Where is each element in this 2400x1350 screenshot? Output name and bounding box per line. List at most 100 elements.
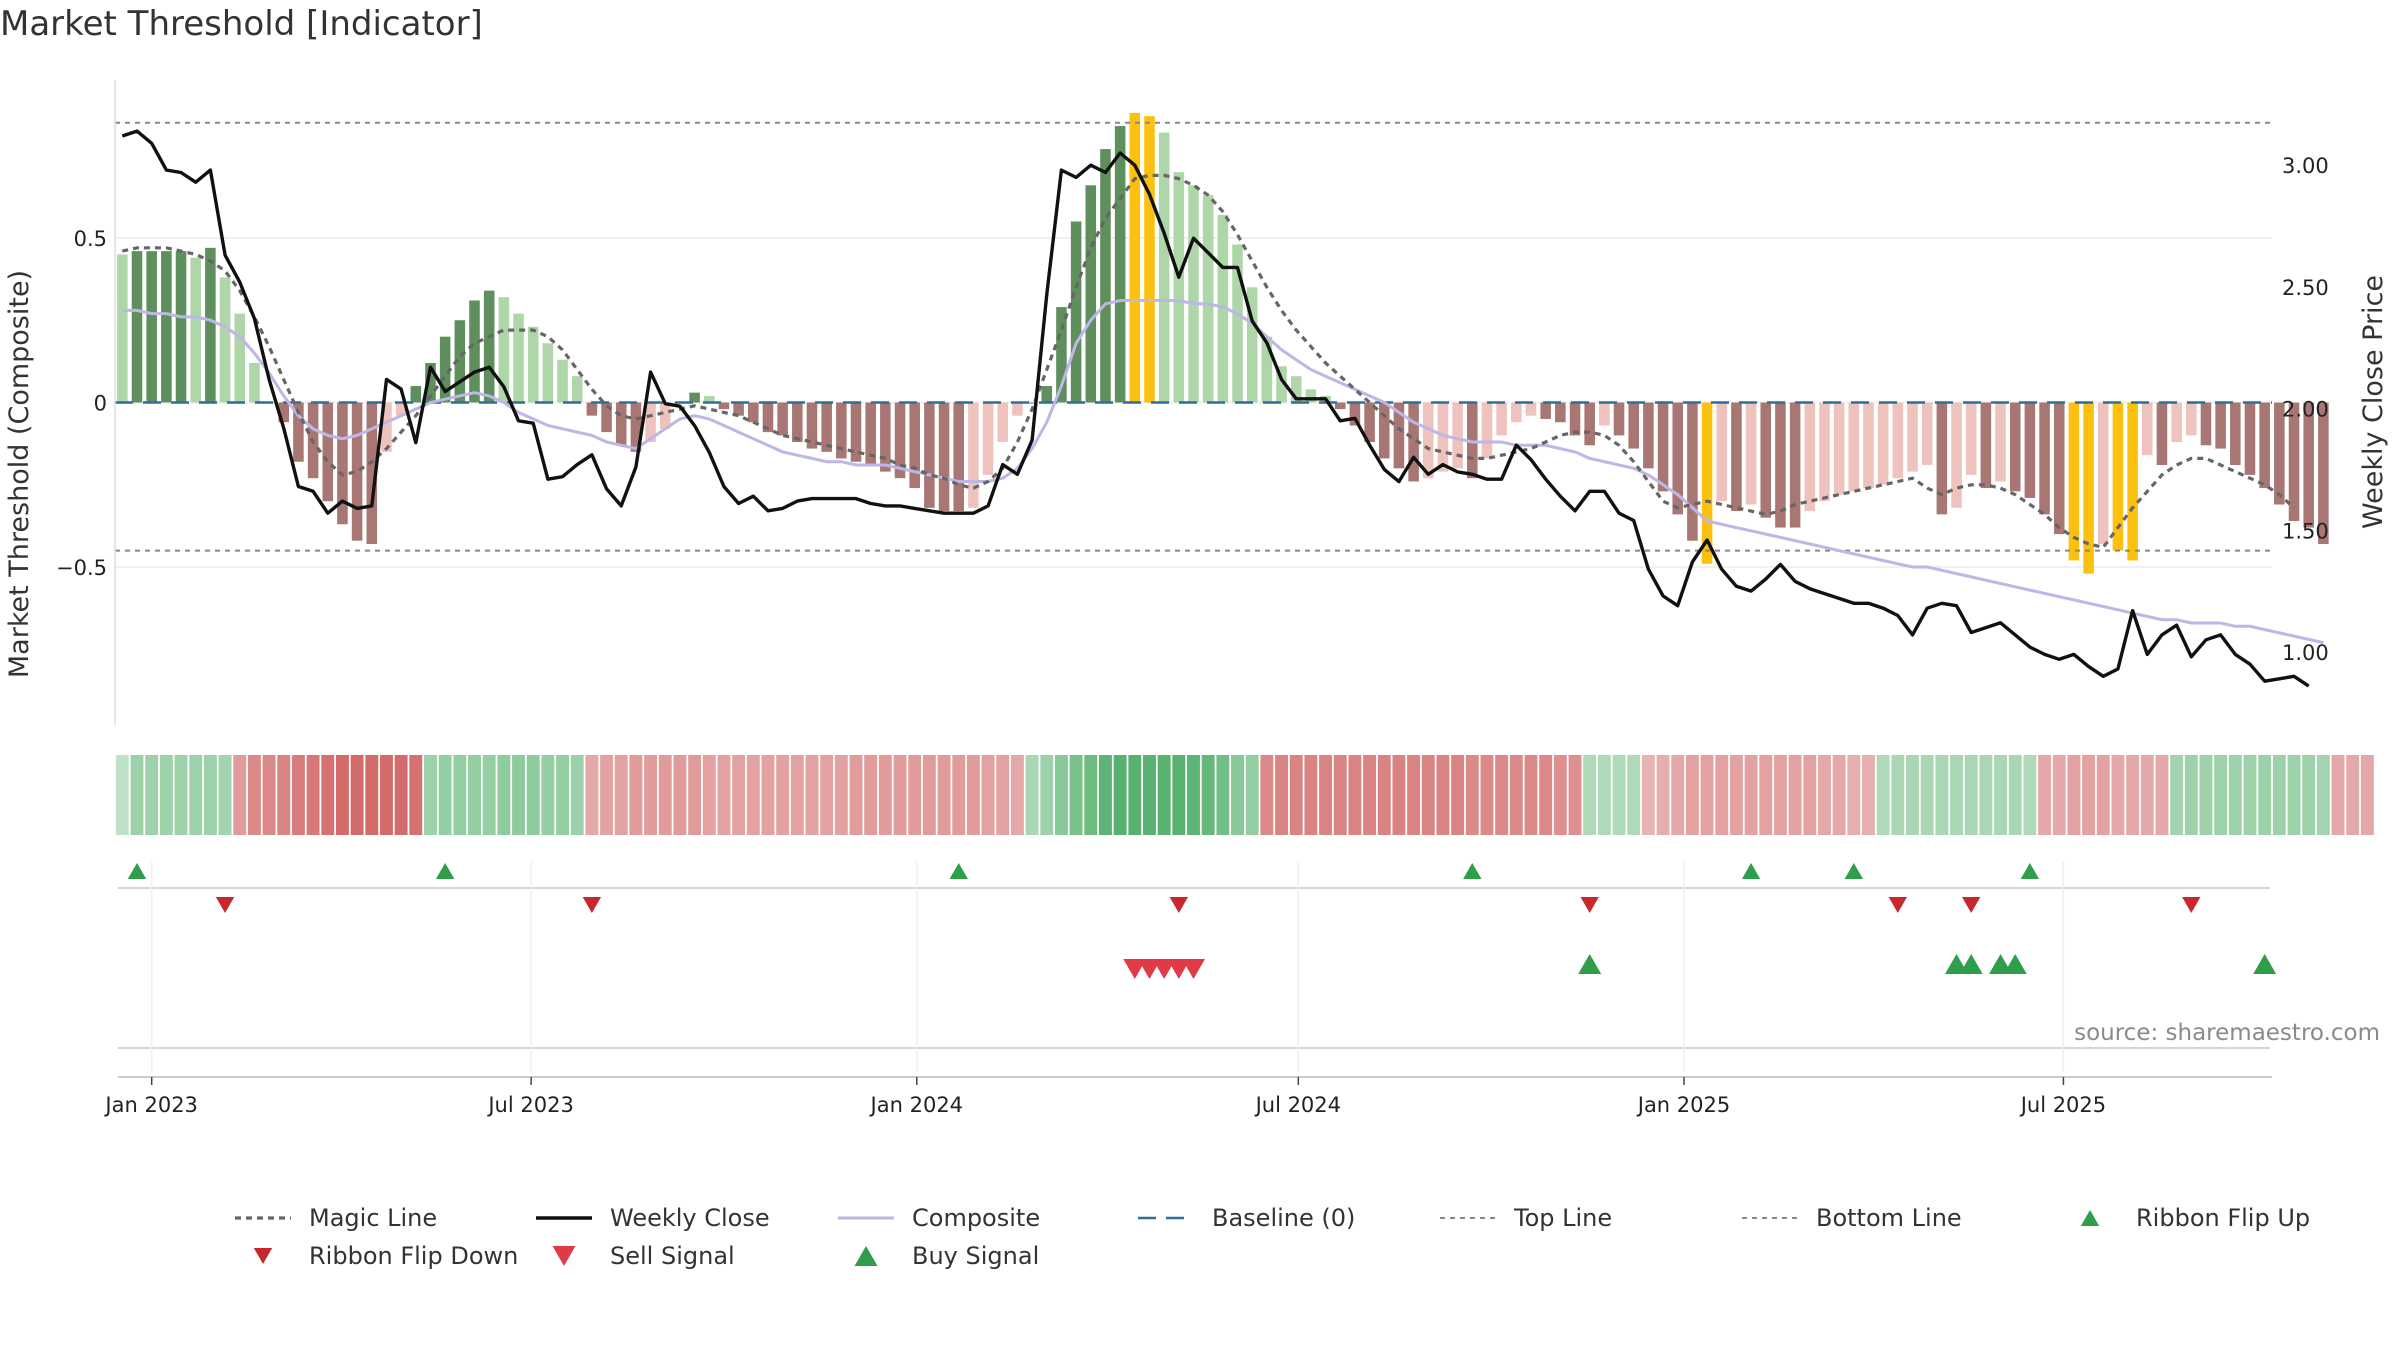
ribbon-cell <box>2170 755 2184 835</box>
legend-label: Buy Signal <box>912 1242 1039 1270</box>
ribbon-cell <box>468 755 481 835</box>
legend-label: Bottom Line <box>1816 1204 1962 1232</box>
ribbon-cell <box>1685 755 1699 835</box>
composite-bar <box>249 363 260 403</box>
ribbon-cell <box>1157 755 1171 835</box>
composite-bar <box>1422 402 1434 479</box>
ribbon-cell <box>1906 755 1919 835</box>
ribbon-cell <box>2111 755 2125 835</box>
ribbon-cell <box>1641 755 1655 835</box>
composite-bar <box>395 402 407 416</box>
ribbon-cell <box>130 755 144 835</box>
ribbon-cell <box>380 755 393 835</box>
composite-bar <box>337 402 348 525</box>
composite-bar <box>1863 402 1874 489</box>
composite-bar <box>2274 402 2285 505</box>
composite-bar <box>1012 402 1023 416</box>
legend-item-weekly-close: Weekly Close <box>536 1204 770 1232</box>
ribbon-cell <box>1847 755 1861 835</box>
ribbon-cell <box>1759 755 1773 835</box>
ribbon-cell <box>1143 755 1156 835</box>
ribbon-flip-down-marker <box>1961 897 1981 913</box>
composite-bar <box>1393 402 1405 469</box>
ribbon-cell <box>1832 755 1846 835</box>
composite-bar <box>1481 402 1493 459</box>
ribbon-cell <box>2360 755 2374 835</box>
ribbon-cell <box>306 755 320 835</box>
composite-bar <box>1144 116 1155 403</box>
composite-bar <box>2288 402 2300 521</box>
composite-bar <box>659 402 671 429</box>
composite-bar <box>1892 402 1904 479</box>
composite-bar <box>1628 402 1639 449</box>
composite-bar <box>2244 402 2256 475</box>
ribbon-cell <box>1069 755 1083 835</box>
legend-item-flip-up: Ribbon Flip Up <box>2080 1204 2310 1232</box>
composite-bar <box>997 402 1009 442</box>
ribbon-cell <box>1275 755 1288 835</box>
composite-bar <box>615 402 627 446</box>
legend-label: Weekly Close <box>610 1204 770 1232</box>
ribbon-flip-down-marker <box>2182 897 2201 913</box>
y-left-axis-label: Market Threshold (Composite) <box>4 270 35 678</box>
ribbon-cell <box>717 755 731 835</box>
composite-bar <box>1290 376 1302 403</box>
ribbon-cell <box>1950 755 1963 835</box>
composite-bar <box>1657 402 1669 492</box>
composite-bar <box>1364 402 1375 442</box>
legend-item-flip-down: Ribbon Flip Down <box>253 1242 518 1270</box>
ribbon-cell <box>2052 755 2066 835</box>
composite-bar <box>293 402 304 462</box>
composite-bar <box>1378 402 1390 459</box>
legend-item-top-line: Top Line <box>1440 1204 1612 1232</box>
composite-bar <box>2112 402 2124 551</box>
ribbon-cell <box>189 755 203 835</box>
ribbon-cell <box>1803 755 1817 835</box>
ribbon-cell <box>2346 755 2360 835</box>
composite-bar <box>1745 402 1757 505</box>
ribbon-cell <box>1862 755 1875 835</box>
composite-bar <box>2171 402 2182 442</box>
ribbon-cell <box>864 755 878 835</box>
composite-bar <box>645 402 656 442</box>
ribbon-cell <box>1231 755 1244 835</box>
legend-item-bottom-line: Bottom Line <box>1742 1204 1962 1232</box>
composite-bar <box>1907 402 1918 472</box>
composite-bar <box>703 395 715 403</box>
ribbon-cell <box>233 755 247 835</box>
ribbon-cell <box>2302 755 2316 835</box>
composite-bar <box>542 343 554 403</box>
composite-bar <box>366 402 378 545</box>
sell-signal-marker <box>1137 959 1161 979</box>
ribbon-cell <box>277 755 291 835</box>
legend-item-baseline: Baseline (0) <box>1138 1204 1355 1232</box>
ribbon-cell <box>878 755 892 835</box>
composite-bar <box>2053 402 2065 535</box>
ribbon-flip-up-marker <box>1844 863 1864 879</box>
buy-signal-marker <box>2253 954 2277 974</box>
composite-bar <box>1760 402 1772 518</box>
composite-bar <box>1232 244 1243 403</box>
ribbon-cell <box>732 755 746 835</box>
composite-bar <box>821 402 832 452</box>
ribbon-cell <box>1084 755 1098 835</box>
composite-bar <box>234 313 246 403</box>
composite-bar <box>278 402 290 423</box>
composite-bar <box>381 402 392 452</box>
ribbon-cell <box>1348 755 1362 835</box>
composite-bar <box>1276 366 1287 403</box>
composite-bar <box>1995 402 2006 482</box>
ribbon-cell <box>174 755 188 835</box>
ribbon-cell <box>570 755 584 835</box>
ribbon-cell <box>512 755 525 835</box>
ribbon-cell <box>1568 755 1582 835</box>
ribbon-cell <box>2184 755 2198 835</box>
composite-bar <box>527 326 539 403</box>
ribbon-cell <box>1392 755 1406 835</box>
composite-bar <box>1158 132 1170 403</box>
composite-bar <box>982 402 994 475</box>
ribbon-flip-down-marker <box>1580 897 1599 913</box>
ribbon-cell <box>1715 755 1729 835</box>
ribbon-cell <box>1172 755 1186 835</box>
ribbon-cell <box>1935 755 1949 835</box>
